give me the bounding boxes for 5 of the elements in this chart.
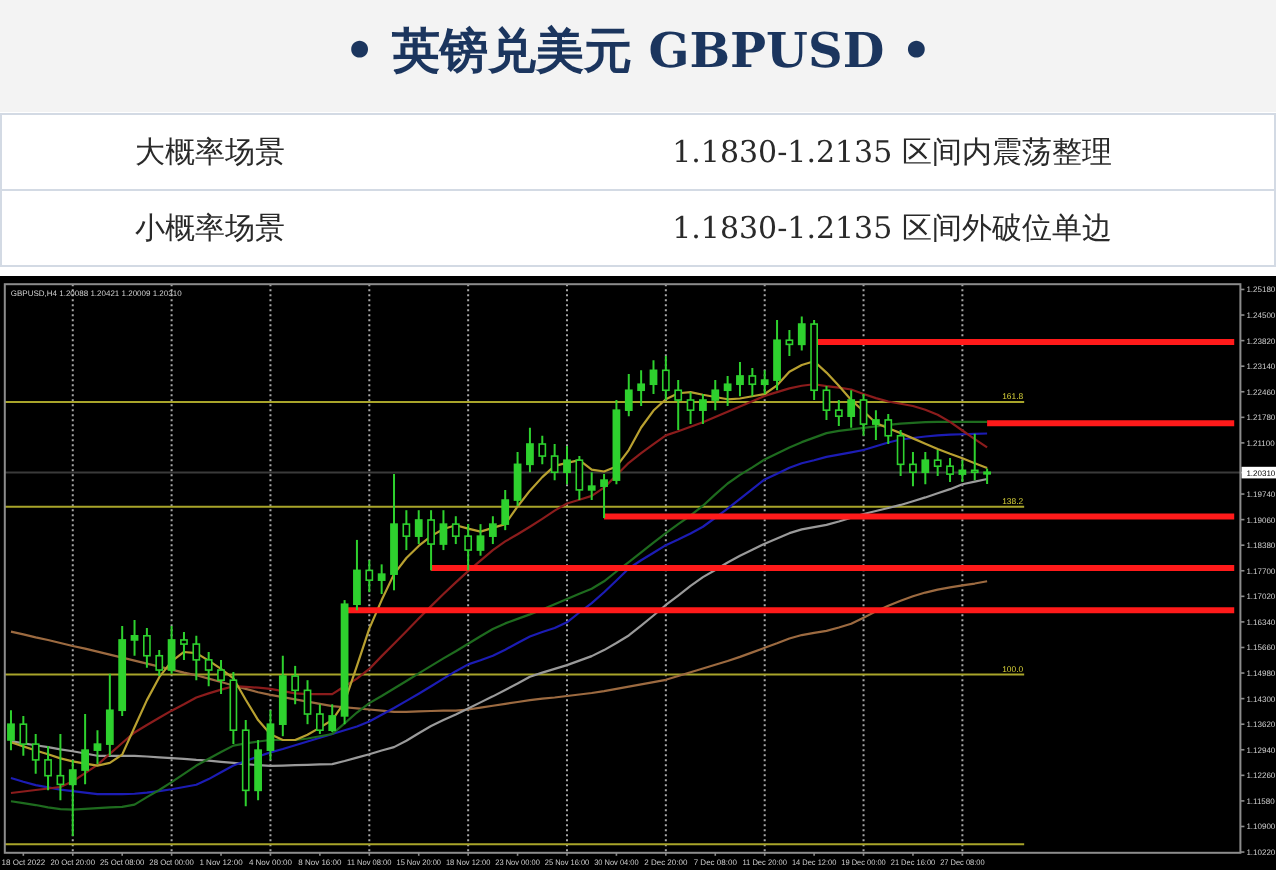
annotation: 1.1830-1.2135 区间内震荡整理 <box>672 134 1112 170</box>
annotation: 1.1830-1.2135 区间外破位单边 <box>672 210 1112 246</box>
title: • 英镑兑美元 GBPUSD • <box>344 21 932 79</box>
annotation: 小概率场景 <box>135 210 285 246</box>
annotation: 大概率场景 <box>135 134 285 170</box>
